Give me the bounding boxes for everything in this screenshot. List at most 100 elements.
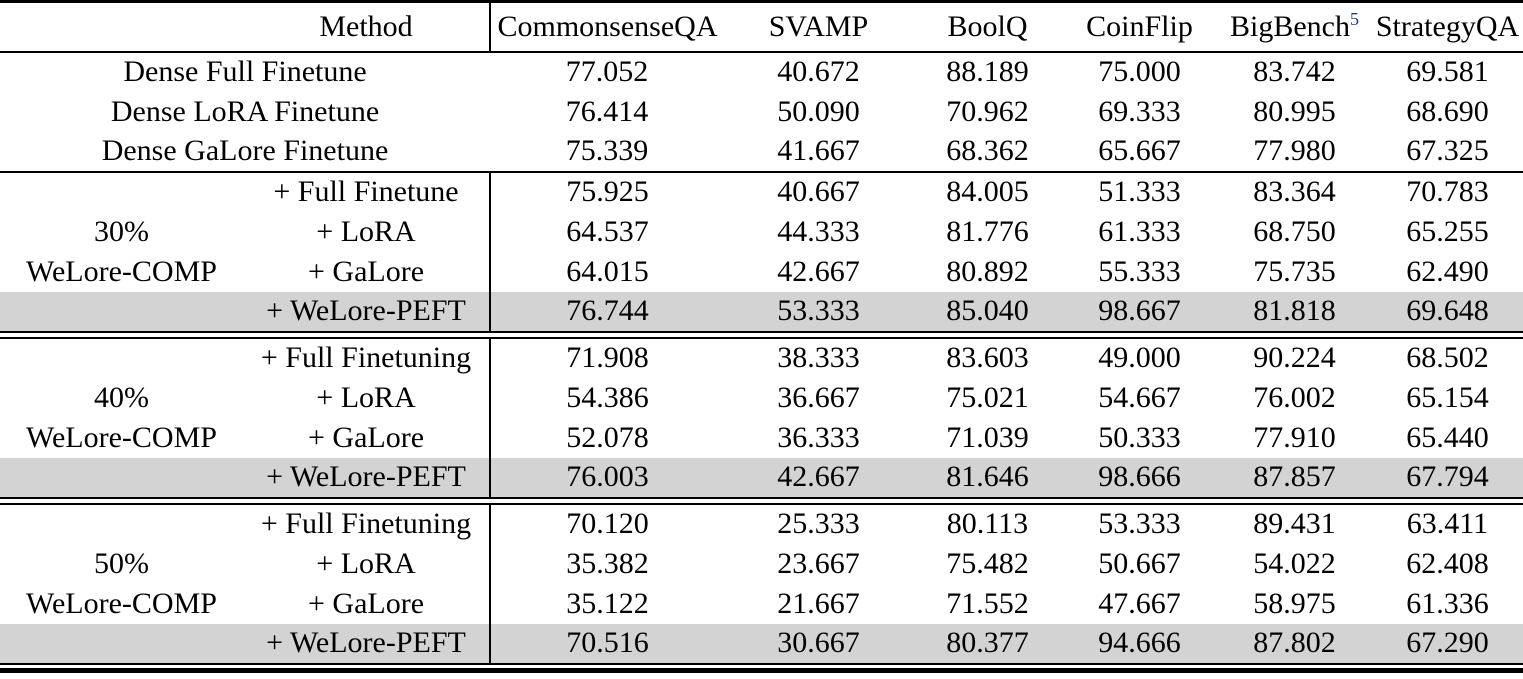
cell-group bbox=[0, 338, 243, 378]
cell-method: + GaLore bbox=[243, 417, 491, 458]
cell-value: 70.783 bbox=[1406, 175, 1489, 208]
cell-group bbox=[0, 291, 243, 332]
cell-method: + Full Finetune bbox=[243, 171, 491, 212]
cell-value: 75.482 bbox=[946, 546, 1029, 580]
cell-value: 25.333 bbox=[777, 507, 860, 540]
cell-method: + LoRA bbox=[243, 377, 491, 418]
cell-value: 98.666 bbox=[1062, 457, 1217, 498]
cell-value: 69.333 bbox=[1098, 94, 1181, 128]
cell-value: 90.224 bbox=[1253, 341, 1336, 374]
col-header-commonsenseqa: CommonsenseQA bbox=[490, 0, 724, 53]
cell-method: + LoRA bbox=[243, 211, 491, 252]
cell-value: 58.975 bbox=[1253, 586, 1336, 620]
cell-value: 83.364 bbox=[1253, 175, 1336, 208]
cell-value: 63.411 bbox=[1406, 507, 1489, 540]
cell-value: 65.667 bbox=[1098, 134, 1181, 167]
cell-value: 67.290 bbox=[1372, 623, 1523, 664]
cell-value: 81.776 bbox=[946, 214, 1029, 248]
cell-value: 67.325 bbox=[1406, 134, 1489, 167]
table-row: Dense Full Finetune 77.052 40.672 88.189 75.… bbox=[0, 52, 1523, 92]
col-header-boolq: BoolQ bbox=[913, 0, 1062, 53]
cell-group: 30% bbox=[94, 214, 149, 248]
cell-method: + GaLore bbox=[243, 251, 491, 292]
rule-row bbox=[0, 330, 1523, 339]
table-row: + Full Finetune 75.925 40.667 84.005 51.333 8… bbox=[0, 171, 1523, 212]
cell-value: 51.333 bbox=[1098, 175, 1181, 208]
cell-group: WeLore-COMP bbox=[26, 586, 217, 620]
cell-value: 75.000 bbox=[1098, 55, 1181, 88]
cell-value: 80.377 bbox=[913, 623, 1062, 664]
cell-method: + WeLore-PEFT bbox=[243, 623, 491, 664]
cell-value: 76.744 bbox=[490, 291, 724, 332]
welore-comp-section-40%: + Full Finetuning 71.908 38.333 83.603 49.00… bbox=[0, 337, 1523, 498]
cell-value: 65.255 bbox=[1406, 214, 1489, 248]
cell-value: 94.666 bbox=[1062, 623, 1217, 664]
cell-value: 36.667 bbox=[777, 380, 860, 414]
welore-comp-section-50%: + Full Finetuning 70.120 25.333 80.113 53.33… bbox=[0, 503, 1523, 664]
header-method: Method bbox=[243, 0, 491, 53]
bigbench-footnote-5-link[interactable]: 5 bbox=[1350, 8, 1359, 29]
cell-value: 61.333 bbox=[1098, 214, 1181, 248]
cell-method: + WeLore-PEFT bbox=[243, 291, 491, 332]
cell-value: 44.333 bbox=[777, 214, 860, 248]
welore-comp-section-30%: + Full Finetune 75.925 40.667 84.005 51.333 8… bbox=[0, 171, 1523, 332]
cell-group: WeLore-COMP bbox=[26, 254, 217, 288]
col-header-bigbench-label: BigBench bbox=[1230, 9, 1350, 43]
cell-value: 76.002 bbox=[1253, 380, 1336, 414]
cell-value: 83.742 bbox=[1253, 55, 1336, 88]
dense-section: Dense Full Finetune 77.052 40.672 88.189 75.… bbox=[0, 52, 1523, 172]
header-row: Method CommonsenseQA SVAMP BoolQ CoinFli… bbox=[0, 0, 1523, 53]
cell-value: 81.646 bbox=[913, 457, 1062, 498]
cell-value: 54.667 bbox=[1098, 380, 1181, 414]
cell-value: 68.690 bbox=[1406, 94, 1489, 128]
cell-value: 40.672 bbox=[777, 55, 860, 88]
cell-value: 42.667 bbox=[777, 254, 860, 288]
cell-group bbox=[0, 457, 243, 498]
cell-method: + Full Finetuning bbox=[243, 337, 491, 378]
cell-value: 68.362 bbox=[946, 134, 1029, 167]
header-group-cell bbox=[0, 0, 243, 53]
cell-method: + LoRA bbox=[243, 543, 491, 584]
cell-value: 53.333 bbox=[1098, 507, 1181, 540]
cell-value: 65.154 bbox=[1406, 380, 1489, 414]
cell-value: 75.925 bbox=[566, 175, 649, 208]
cell-value: 84.005 bbox=[946, 175, 1029, 208]
cell-value: 98.667 bbox=[1062, 291, 1217, 332]
cell-value: 77.910 bbox=[1253, 420, 1336, 454]
cell-value: 87.802 bbox=[1217, 623, 1372, 664]
table-row: 30% + LoRA 64.537 44.333 81.776 61.333 68.750 6… bbox=[0, 211, 1523, 252]
highlight-row: + WeLore-PEFT 76.003 42.667 81.646 98.666 87.… bbox=[0, 457, 1523, 498]
rule-cell bbox=[0, 330, 1523, 339]
cell-value: 85.040 bbox=[913, 291, 1062, 332]
cell-value: 42.667 bbox=[724, 457, 913, 498]
cell-group: WeLore-COMP bbox=[26, 420, 217, 454]
cell-group bbox=[0, 504, 243, 544]
cell-value: 52.078 bbox=[566, 420, 649, 454]
cell-method: Dense GaLore Finetune bbox=[101, 134, 389, 167]
col-header-strategyqa: StrategyQA bbox=[1372, 0, 1523, 53]
cell-value: 50.090 bbox=[777, 94, 860, 128]
cell-value: 83.603 bbox=[946, 341, 1029, 374]
cell-group: 50% bbox=[94, 546, 149, 580]
cell-value: 30.667 bbox=[724, 623, 913, 664]
cell-group bbox=[0, 172, 243, 212]
cell-method: + WeLore-PEFT bbox=[243, 457, 491, 498]
rule-row bbox=[0, 496, 1523, 505]
table-row: WeLore-COMP + GaLore 52.078 36.333 71.039 50.… bbox=[0, 417, 1523, 458]
cell-value: 70.120 bbox=[566, 507, 649, 540]
cell-value: 77.980 bbox=[1253, 134, 1336, 167]
section-divider-rule bbox=[0, 330, 1523, 339]
cell-value: 80.892 bbox=[946, 254, 1029, 288]
cell-value: 49.000 bbox=[1098, 341, 1181, 374]
cell-value: 62.490 bbox=[1406, 254, 1489, 288]
cell-value: 53.333 bbox=[724, 291, 913, 332]
cell-method: + Full Finetuning bbox=[243, 503, 491, 544]
highlight-row: + WeLore-PEFT 76.744 53.333 85.040 98.667 81.… bbox=[0, 291, 1523, 332]
cell-method: + GaLore bbox=[243, 583, 491, 624]
table-row: Dense GaLore Finetune 75.339 41.667 68.362 6… bbox=[0, 132, 1523, 172]
rule-cell bbox=[0, 662, 1523, 673]
cell-value: 89.431 bbox=[1253, 507, 1336, 540]
cell-value: 76.414 bbox=[565, 94, 649, 128]
